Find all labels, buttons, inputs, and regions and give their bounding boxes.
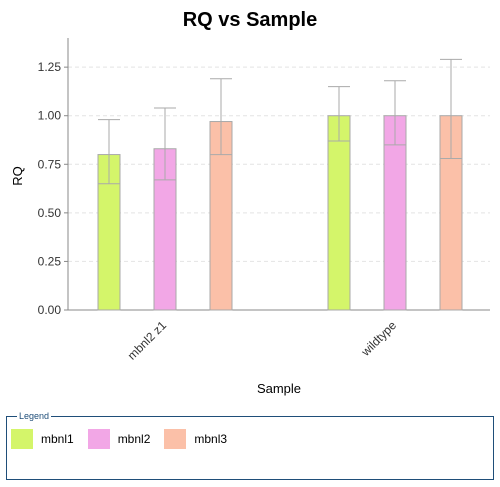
- legend-items: mbnl1 mbnl2 mbnl3: [11, 429, 241, 449]
- y-axis-label: RQ: [10, 166, 25, 186]
- y-tick-label: 0.75: [38, 157, 62, 171]
- y-tick-label: 0.00: [38, 303, 62, 317]
- legend-label: mbnl1: [41, 432, 74, 446]
- chart-title: RQ vs Sample: [183, 9, 318, 31]
- y-tick-label: 1.00: [38, 109, 62, 123]
- x-axis-label: Sample: [257, 381, 301, 396]
- plot-area: 0.00 0.25 0.50 0.75 1.00 1.25 mbnl2 z1 wildtype: [38, 38, 490, 363]
- rq-bar-chart: RQ vs Sample 0.00 0.25 0.50 0.75 1.00 1.25 mbn…: [10, 9, 490, 396]
- x-tick-label: mbnl2 z1: [125, 318, 170, 363]
- x-tick-label: wildtype: [358, 318, 399, 359]
- legend-item-mbnl2: mbnl2: [87, 429, 151, 449]
- y-tick-label: 0.25: [38, 254, 62, 268]
- legend: Legend mbnl1 mbnl2 mbnl3: [6, 410, 494, 480]
- legend-label: mbnl3: [194, 432, 228, 446]
- legend-swatch: [164, 429, 187, 449]
- legend-swatch: [87, 429, 110, 449]
- legend-item-mbnl1: mbnl1: [11, 429, 74, 449]
- legend-title: Legend: [17, 410, 52, 422]
- legend-swatch: [11, 429, 33, 449]
- legend-label: mbnl2: [117, 432, 151, 446]
- y-tick-label: 1.25: [38, 60, 62, 74]
- legend-item-mbnl3: mbnl3: [164, 429, 227, 449]
- y-tick-label: 0.50: [38, 206, 62, 220]
- bar-mbnl1-1: [327, 115, 351, 311]
- plot-background: [68, 38, 490, 310]
